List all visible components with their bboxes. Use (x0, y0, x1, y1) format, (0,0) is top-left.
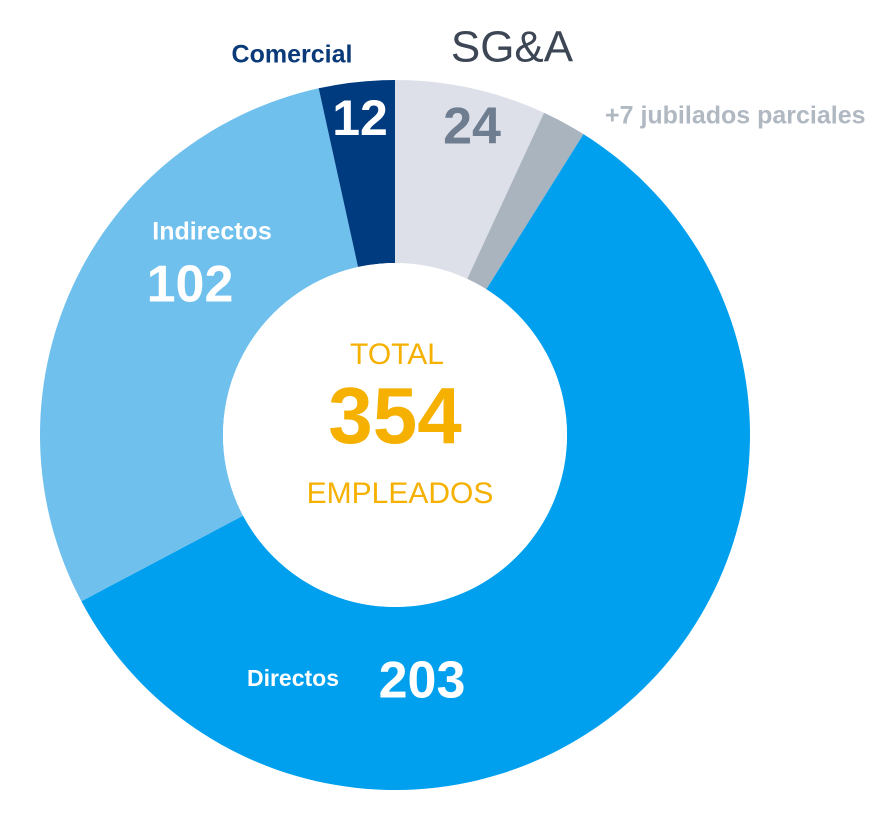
center-value: 354 (328, 371, 462, 460)
center-bottom: EMPLEADOS (307, 477, 494, 510)
donut-segment (81, 134, 750, 791)
donut-segment (40, 88, 359, 602)
donut-segment (395, 80, 545, 279)
category-label: SG&A (451, 23, 574, 72)
value-label: 203 (379, 652, 466, 710)
donut-segment (318, 80, 395, 268)
donut-segment (467, 112, 584, 290)
arcs (40, 80, 750, 791)
labels: SG&A 24 +7 jubilados parciales Directos 203 I… (147, 23, 866, 710)
center-top: TOTAL (350, 338, 444, 371)
donut-hole (223, 263, 567, 607)
value-label: 12 (332, 90, 388, 146)
value-label: 24 (443, 98, 501, 156)
category-label: +7 jubilados parciales (605, 102, 866, 130)
category-label: Comercial (232, 41, 353, 69)
category-label: Directos (247, 665, 339, 691)
category-label: Indirectos (152, 218, 271, 246)
value-label: 102 (147, 256, 234, 314)
